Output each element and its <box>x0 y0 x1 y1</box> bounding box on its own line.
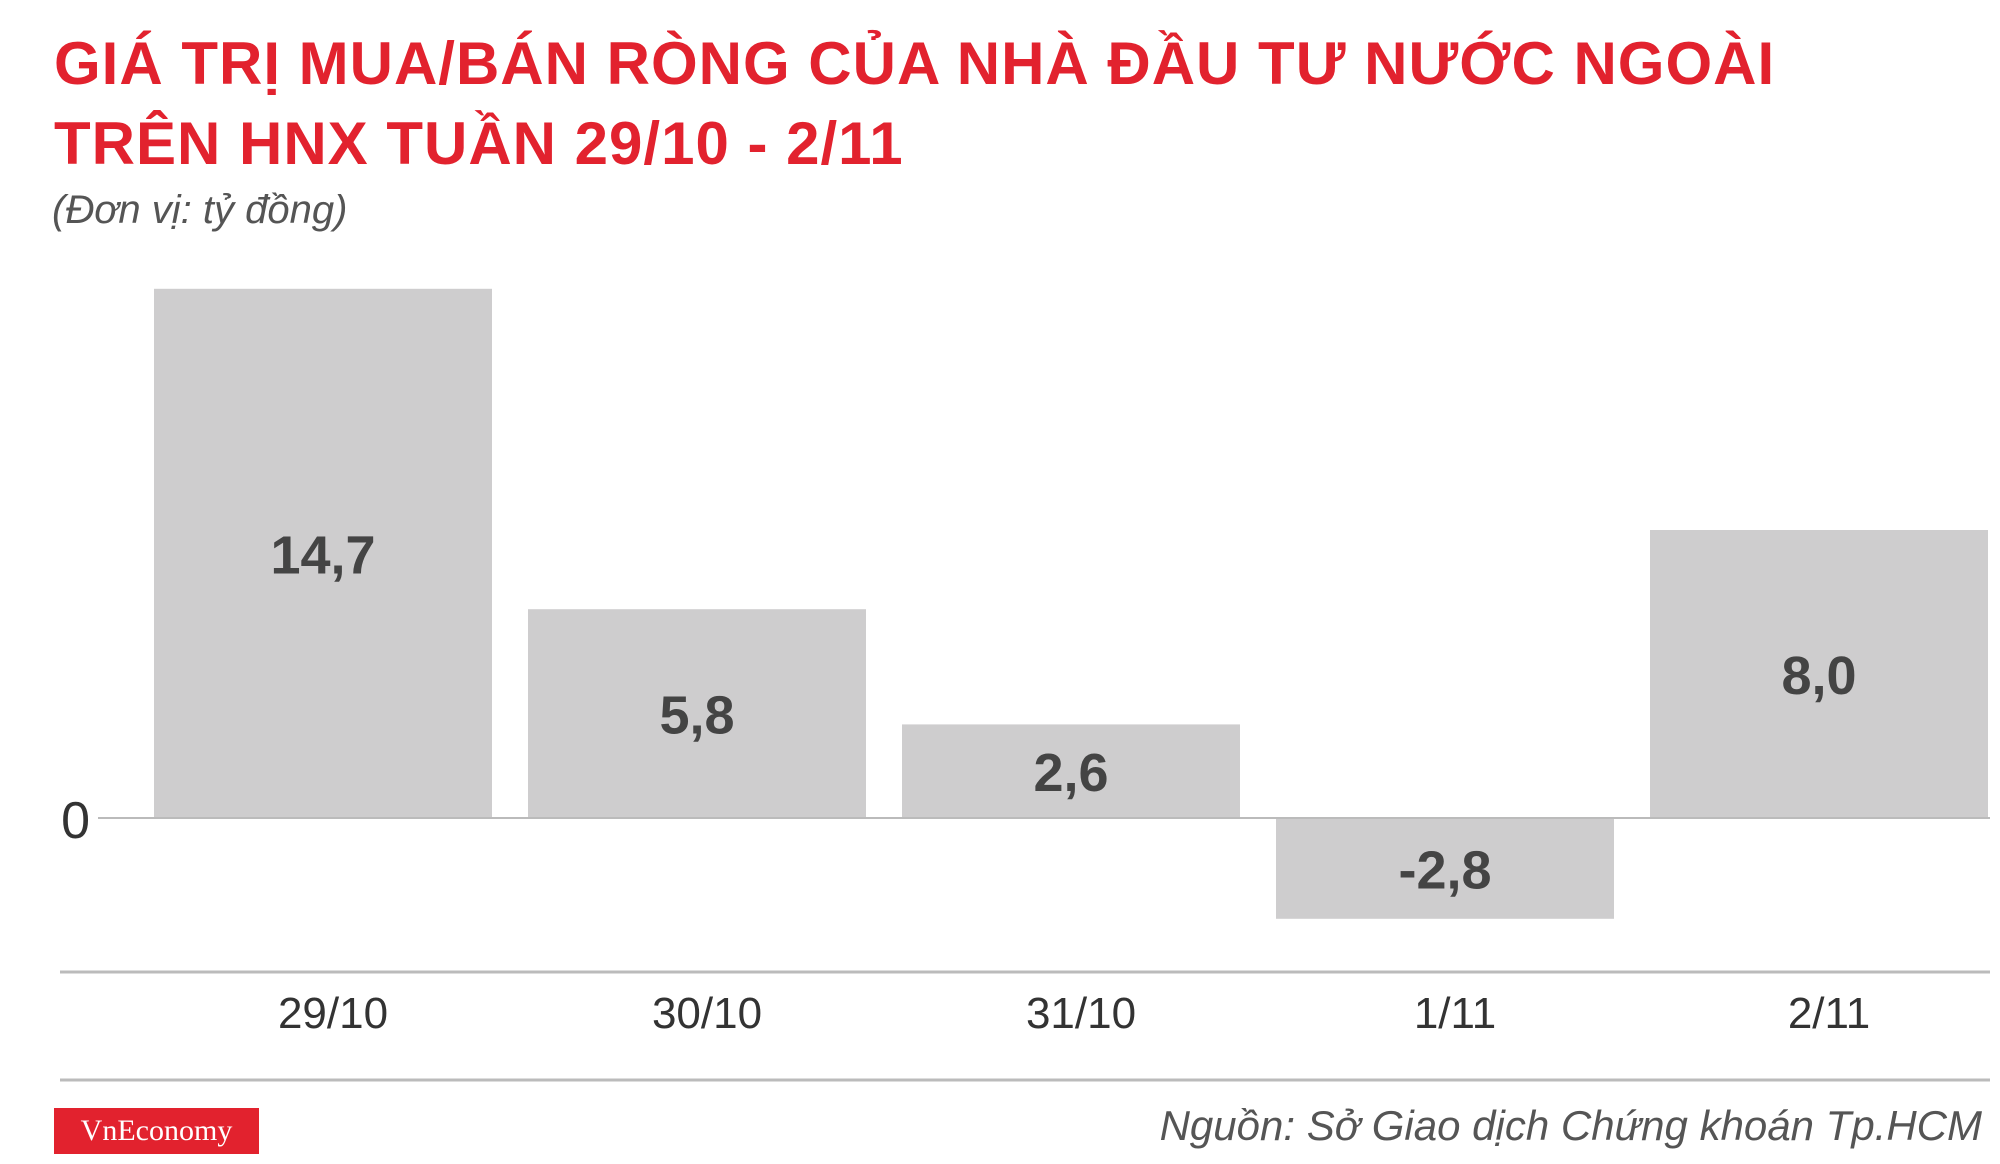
bar-3 <box>902 724 1240 818</box>
bar-value-label-3: 2,6 <box>1033 743 1108 803</box>
y-zero-label: 0 <box>61 792 90 850</box>
chart-title-line-1: GIÁ TRỊ MUA/BÁN RÒNG CỦA NHÀ ĐẦU TƯ NƯỚC… <box>54 30 1776 97</box>
bar-value-label-5: 8,0 <box>1781 646 1856 706</box>
bar-value-label-4: -2,8 <box>1398 840 1491 900</box>
bar-5 <box>1650 530 1988 818</box>
chart-title-line-2: TRÊN HNX TUẦN 29/10 - 2/11 <box>54 110 904 177</box>
bar-1 <box>154 288 492 818</box>
x-tick-label-4: 1/11 <box>1414 989 1496 1038</box>
bar-4 <box>1276 818 1614 919</box>
source-note: Nguồn: Sở Giao dịch Chứng khoán Tp.HCM <box>1159 1102 1982 1149</box>
bar-value-label-1: 14,7 <box>270 525 375 585</box>
vneconomy-logo: VnEconomy <box>54 1108 259 1154</box>
bar-value-label-2: 5,8 <box>659 686 734 746</box>
x-tick-label-2: 30/10 <box>652 989 762 1038</box>
bar-2 <box>528 609 866 818</box>
unit-label: (Đơn vị: tỷ đồng) <box>52 188 348 232</box>
chart-title: GIÁ TRỊ MUA/BÁN RÒNG CỦA NHÀ ĐẦU TƯ NƯỚC… <box>54 24 1954 184</box>
x-tick-label-1: 29/10 <box>278 989 388 1038</box>
x-tick-label-5: 2/11 <box>1788 989 1870 1038</box>
bar-chart: 14,7 29/10 5,8 30/10 2,6 31/10 -2,8 1/11 8,0 2/11… <box>60 288 1990 1082</box>
x-tick-label-3: 31/10 <box>1026 989 1136 1038</box>
